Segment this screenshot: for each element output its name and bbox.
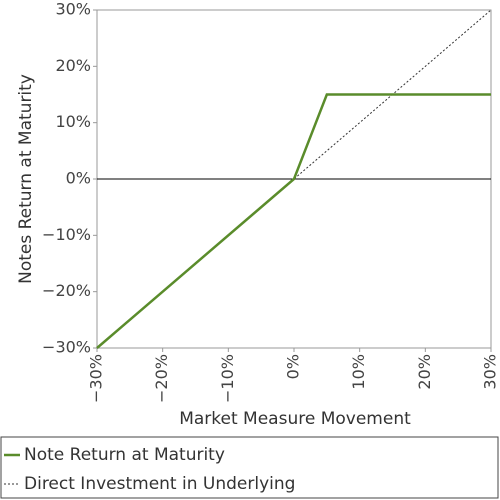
series-line	[96, 93, 491, 349]
y-tick-label: 0%	[66, 169, 91, 188]
y-tick-label: −30%	[42, 338, 91, 357]
y-tick-label: 30%	[55, 0, 91, 19]
x-tick-label: 0%	[284, 354, 303, 379]
y-tick-label: −20%	[42, 281, 91, 300]
x-tick-label: 10%	[349, 354, 368, 390]
series-line	[96, 9, 492, 349]
x-axis-title: Market Measure Movement	[179, 409, 411, 429]
y-tick-label: 10%	[55, 112, 91, 131]
x-tick-label: −10%	[218, 354, 237, 403]
y-axis-title: Notes Return at Maturity	[16, 74, 36, 284]
x-tick-label: 30%	[481, 354, 500, 390]
x-tick-label: 20%	[415, 354, 434, 390]
x-tick-label: −30%	[87, 354, 106, 403]
legend-label: Note Return at Maturity	[24, 445, 225, 465]
x-tick-label: −20%	[152, 354, 171, 403]
legend-label: Direct Investment in Underlying	[24, 474, 295, 494]
y-tick-label: 20%	[55, 56, 91, 75]
y-tick-label: −10%	[42, 225, 91, 244]
legend-box	[0, 436, 499, 499]
